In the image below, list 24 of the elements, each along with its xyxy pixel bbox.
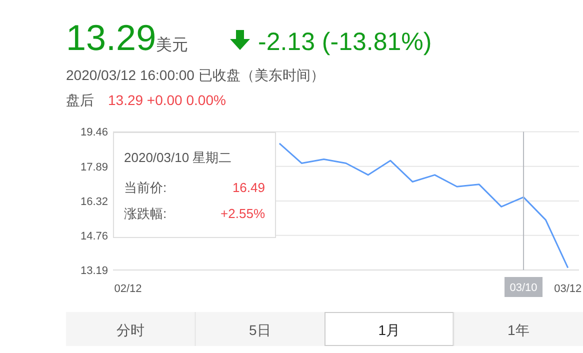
text: 13.29 +0.00 0.00% [108,92,226,108]
y-tick-label: 16.32 [80,196,108,208]
text: 分时 [116,322,145,338]
chart-title: 13.29 [66,17,156,58]
x-tick-label: 02/12 [114,283,142,295]
annotation: 当前价: [124,180,167,195]
text: 5日 [248,322,271,338]
line-series [278,142,569,269]
y-tick-label: 14.76 [80,230,108,242]
annotation: 2020/03/10 星期二 [124,150,232,165]
text: 1年 [507,322,530,338]
annotation: 16.49 [232,180,265,195]
x-tick-label: 03/12 [554,283,582,295]
text: 盘后 [66,92,94,108]
y-tick-label: 13.19 [80,265,108,277]
text: -2.13 (-13.81%) [258,28,432,56]
x-tick-label: 03/10 [510,282,538,294]
chart-subtitle: 2020/03/12 16:00:00 已收盘（美东时间） [66,67,324,83]
annotation: 涨跌幅: [124,206,167,221]
annotation: +2.55% [220,206,266,221]
text: 美元 [156,36,188,54]
text: 1月 [378,322,400,338]
y-tick-label: 19.46 [80,126,108,139]
y-tick-label: 17.89 [80,161,108,174]
